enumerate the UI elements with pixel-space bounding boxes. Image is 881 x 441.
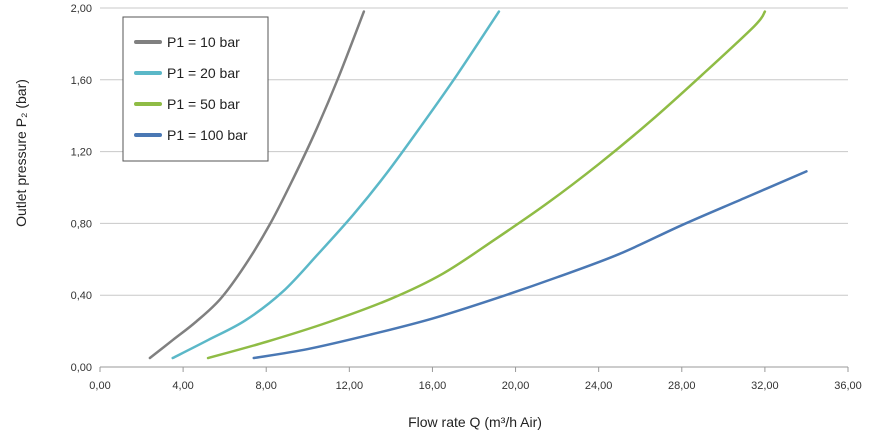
x-tick-label: 28,00: [668, 380, 696, 392]
x-tick-label: 8,00: [256, 380, 277, 392]
x-tick-label: 20,00: [502, 380, 530, 392]
x-axis-label: Flow rate Q (m³/h Air): [408, 414, 542, 430]
y-axis-label: Outlet pressure P₂ (bar): [13, 79, 29, 227]
legend: P1 = 10 bar P1 = 20 bar P1 = 50 bar P1 = 10…: [122, 16, 269, 162]
series-line-4: [252, 170, 808, 360]
x-tick-label: 36,00: [834, 380, 862, 392]
y-tick-labels: 0,00 0,40 0,80 1,20 1,60 2,00: [71, 3, 92, 374]
x-tick-label: 32,00: [751, 380, 779, 392]
y-tick-label: 0,00: [71, 362, 92, 374]
series-line-1: [148, 10, 366, 360]
legend-label: P1 = 20 bar: [167, 65, 240, 81]
x-tick-label: 12,00: [336, 380, 364, 392]
x-tick-label: 16,00: [419, 380, 447, 392]
legend-label: P1 = 10 bar: [167, 34, 240, 50]
y-tick-label: 1,20: [71, 147, 92, 159]
series-lines: [148, 10, 808, 360]
legend-label: P1 = 100 bar: [167, 127, 248, 143]
series-line-3: [206, 10, 767, 360]
legend-label: P1 = 50 bar: [167, 96, 240, 112]
y-tick-label: 0,80: [71, 218, 92, 230]
series-line-2: [171, 10, 501, 360]
x-tick-label: 4,00: [172, 380, 193, 392]
y-tick-label: 1,60: [71, 75, 92, 87]
x-tick-label: 0,00: [89, 380, 110, 392]
x-tick-labels: 0,00 4,00 8,00 12,00 16,00 20,00 24,00 28,00 32,…: [89, 367, 862, 392]
x-tick-label: 24,00: [585, 380, 613, 392]
y-tick-label: 2,00: [71, 3, 92, 15]
y-tick-label: 0,40: [71, 290, 92, 302]
